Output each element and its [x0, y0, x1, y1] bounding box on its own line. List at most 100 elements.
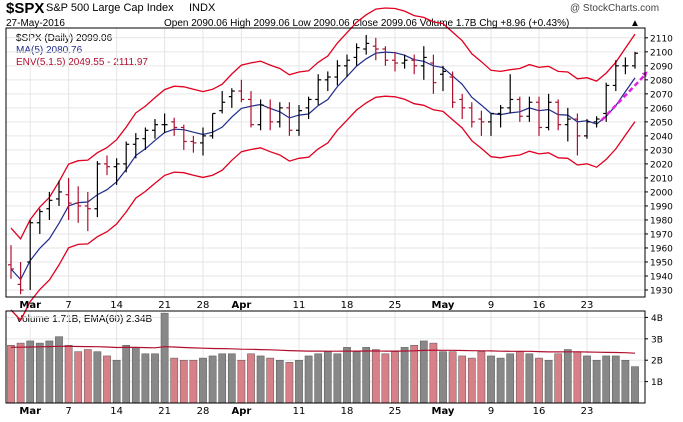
volume-date-label: 7	[65, 406, 71, 417]
price-bar	[545, 93, 552, 131]
price-bar	[449, 71, 456, 108]
volume-bar	[160, 312, 169, 404]
volume-bar	[35, 342, 44, 404]
price-bar	[296, 105, 302, 136]
price-bar	[180, 124, 187, 150]
price-tick-label: 1990	[650, 202, 673, 212]
volume-bar	[583, 355, 591, 404]
volume-bar	[563, 349, 572, 404]
volume-bar	[189, 359, 198, 404]
price-bar	[459, 93, 466, 120]
price-bar	[123, 141, 130, 173]
price-tick-label: 1980	[650, 216, 673, 226]
volume-bar	[275, 359, 284, 404]
volume-date-label: 28	[197, 406, 210, 417]
price-date-label: Apr	[231, 300, 251, 311]
price-bar	[305, 96, 312, 120]
watermark: @ StockCharts.com	[570, 3, 660, 14]
volume-date-label: 25	[389, 406, 402, 417]
price-bar	[267, 99, 274, 131]
price-date-label: 25	[389, 300, 402, 311]
price-bar	[363, 35, 370, 55]
volume-bar	[93, 351, 102, 404]
volume-bar	[525, 353, 534, 404]
volume-bar	[199, 357, 207, 404]
price-bar	[488, 112, 494, 136]
volume-date-label: May	[432, 406, 455, 417]
volume-bar	[592, 359, 601, 404]
volume-bar	[554, 353, 563, 404]
price-date-label: 28	[197, 300, 210, 311]
price-bar	[612, 60, 619, 92]
volume-bar	[83, 349, 92, 404]
price-bar	[526, 96, 533, 122]
price-tick-label: 2060	[650, 104, 673, 114]
price-tick-label: 1940	[650, 272, 673, 282]
volume-bar	[352, 351, 361, 404]
price-bar	[401, 54, 408, 69]
volume-date-label: 11	[293, 406, 306, 417]
price-bar	[286, 102, 293, 136]
price-bar	[248, 91, 254, 128]
volume-bar	[151, 353, 159, 404]
volume-ema-line	[10, 345, 636, 354]
price-date-label: May	[432, 300, 455, 311]
volume-panel-frame	[5, 310, 646, 404]
volume-bar	[621, 359, 630, 404]
price-bar	[420, 46, 427, 80]
volume-tick-label: 1B	[651, 378, 663, 388]
price-bar	[142, 127, 149, 150]
price-date-label: 16	[533, 300, 546, 311]
price-bar	[276, 102, 283, 128]
volume-bar	[227, 353, 236, 404]
price-bar	[440, 65, 446, 92]
price-date-label: 14	[110, 300, 123, 311]
volume-bar	[7, 344, 15, 404]
volume-bar	[304, 355, 313, 404]
price-bar	[219, 91, 226, 114]
price-bar	[555, 99, 562, 131]
price-bar	[603, 82, 610, 122]
price-bar	[257, 99, 264, 131]
legend-ma: MA(5) 2080.76	[16, 45, 83, 56]
price-date-label: 23	[581, 300, 594, 311]
volume-date-label: Apr	[231, 406, 251, 417]
price-bar	[65, 177, 72, 220]
price-bar	[238, 79, 245, 103]
volume-bar	[477, 351, 486, 404]
volume-bar	[467, 357, 476, 404]
volume-bar	[458, 355, 467, 404]
price-bar	[622, 57, 629, 75]
volume-bar	[487, 355, 495, 404]
price-bar	[200, 127, 206, 156]
volume-bar	[179, 359, 188, 404]
price-tick-label: 2080	[650, 76, 673, 86]
price-bar	[8, 245, 14, 279]
price-bar	[507, 74, 514, 114]
volume-date-label: 18	[341, 406, 354, 417]
price-bar	[209, 112, 216, 139]
price-bar	[382, 46, 389, 66]
price-bar	[228, 88, 235, 108]
price-date-label: 21	[158, 300, 171, 311]
volume-bar	[218, 353, 227, 404]
volume-bar	[535, 357, 543, 404]
price-bar	[84, 191, 91, 232]
volume-tick-label: 4B	[651, 314, 663, 324]
price-date-label: Mar	[19, 300, 41, 311]
volume-bar	[400, 347, 409, 404]
price-bar	[75, 186, 82, 223]
volume-bar	[16, 342, 25, 404]
price-bar	[353, 43, 360, 66]
symbol-title: $SPX	[6, 0, 45, 17]
volume-date-label: Mar	[19, 406, 41, 417]
ohlc-summary: Open 2090.06 High 2099.06 Low 2090.06 Cl…	[164, 18, 570, 29]
volume-bar	[26, 340, 35, 404]
volume-bar	[362, 347, 371, 404]
volume-date-label: 21	[158, 406, 171, 417]
volume-bar	[131, 347, 140, 404]
price-date-label: 11	[293, 300, 306, 311]
volume-bar	[103, 355, 111, 404]
price-tick-label: 1930	[650, 286, 673, 296]
